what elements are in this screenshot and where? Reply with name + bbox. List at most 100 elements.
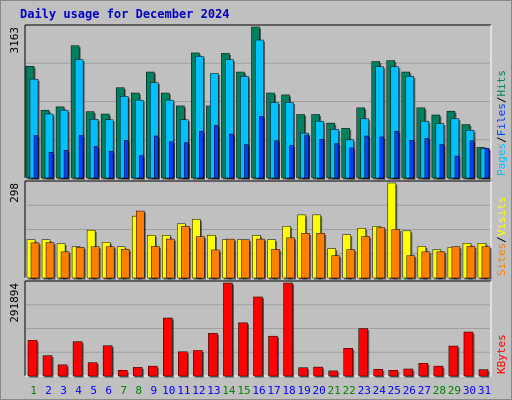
pages-bar bbox=[154, 135, 159, 179]
x-tick-label: 24 bbox=[373, 384, 387, 397]
sites-bar bbox=[105, 246, 115, 279]
sites-bar bbox=[30, 242, 40, 279]
pages-bar bbox=[469, 140, 475, 179]
x-tick-label: 4 bbox=[75, 384, 82, 397]
kbytes-bar bbox=[343, 348, 353, 377]
pages-bar bbox=[169, 141, 174, 179]
legend-entry: Pages bbox=[495, 143, 508, 176]
pages-bar bbox=[319, 139, 324, 179]
sites-bar bbox=[75, 247, 85, 279]
kbytes-bar bbox=[87, 362, 98, 377]
kbytes-bar bbox=[478, 369, 489, 377]
x-tick-label: 20 bbox=[313, 384, 326, 397]
x-tick-label: 19 bbox=[297, 384, 310, 397]
kbytes-bar bbox=[448, 345, 459, 377]
kbytes-bar bbox=[208, 333, 218, 377]
sites-bar bbox=[346, 249, 355, 279]
legend: KBytes bbox=[495, 334, 508, 374]
pages-bar bbox=[78, 135, 84, 179]
kbytes-bar bbox=[117, 370, 128, 377]
pages-bar bbox=[93, 146, 99, 179]
kbytes-bar bbox=[313, 366, 323, 377]
sites-bar bbox=[90, 246, 100, 279]
sites-bar bbox=[60, 251, 70, 279]
x-tick-label: 1 bbox=[30, 384, 37, 397]
sites-bar bbox=[181, 226, 190, 279]
pages-bar bbox=[379, 136, 384, 179]
pages-bar bbox=[48, 151, 54, 179]
sites-bar bbox=[376, 227, 385, 279]
x-tick-label: 6 bbox=[105, 384, 112, 397]
kbytes-bar bbox=[102, 345, 113, 377]
x-tick-label: 13 bbox=[207, 384, 220, 397]
kbytes-bar bbox=[253, 296, 263, 377]
x-tick-label: 26 bbox=[403, 384, 416, 397]
pages-bar bbox=[184, 142, 189, 179]
kbytes-bar bbox=[27, 340, 38, 377]
kbytes-bar bbox=[72, 341, 83, 377]
pages-bar bbox=[304, 134, 309, 179]
kbytes-bar bbox=[433, 365, 444, 377]
x-tick-label: 9 bbox=[150, 384, 157, 397]
x-tick-label: 11 bbox=[177, 384, 190, 397]
x-tick-label: 12 bbox=[192, 384, 205, 397]
kbytes-bar bbox=[358, 328, 368, 377]
y-max-label: 298 bbox=[8, 183, 21, 203]
sites-bar bbox=[196, 236, 205, 279]
sites-bar bbox=[316, 233, 325, 279]
x-tick-label: 16 bbox=[252, 384, 265, 397]
sites-bar bbox=[481, 246, 491, 279]
legend-entry: Visits bbox=[495, 197, 508, 237]
sites-bar bbox=[451, 246, 461, 279]
kbytes-bar bbox=[163, 317, 173, 377]
x-tick-label: 17 bbox=[267, 384, 280, 397]
sites-bar bbox=[135, 210, 145, 279]
legend-entry: / bbox=[495, 97, 508, 104]
kbytes-bar bbox=[328, 370, 338, 377]
kbytes-bar bbox=[268, 335, 278, 377]
kbytes-bar bbox=[57, 364, 68, 377]
sites-bar bbox=[286, 237, 295, 279]
pages-bar bbox=[244, 144, 249, 179]
kbytes-bar bbox=[193, 350, 203, 377]
pages-bar bbox=[229, 133, 234, 179]
x-tick-label: 28 bbox=[433, 384, 446, 397]
kbytes-bar bbox=[403, 368, 414, 377]
x-tick-label: 3 bbox=[60, 384, 67, 397]
kbytes-bar bbox=[418, 363, 429, 377]
sites-bar bbox=[256, 238, 265, 279]
chart-title: Daily usage for December 2024 bbox=[20, 7, 230, 21]
x-tick-label: 15 bbox=[237, 384, 250, 397]
sites-bar bbox=[331, 255, 340, 279]
sites-bar bbox=[406, 255, 416, 279]
sites-bar bbox=[211, 249, 220, 279]
sites-bar bbox=[421, 251, 431, 279]
x-tick-label: 27 bbox=[418, 384, 431, 397]
pages-bar bbox=[138, 155, 144, 179]
kbytes-bar bbox=[238, 322, 248, 377]
y-max-label: 3163 bbox=[8, 27, 21, 54]
kbytes-bar bbox=[178, 351, 188, 377]
x-tick-label: 22 bbox=[343, 384, 356, 397]
kbytes-bar bbox=[42, 355, 53, 377]
y-max-label: 291894 bbox=[8, 283, 21, 323]
pages-bar bbox=[33, 135, 39, 179]
pages-bar bbox=[214, 125, 219, 179]
legend-entry: Files bbox=[495, 103, 508, 136]
x-tick-label: 8 bbox=[135, 384, 142, 397]
pages-bar bbox=[454, 155, 460, 179]
sites-bar bbox=[166, 238, 175, 279]
x-tick-label: 21 bbox=[328, 384, 341, 397]
kbytes-bar bbox=[283, 282, 293, 377]
sites-bar bbox=[151, 246, 160, 279]
sites-bar bbox=[466, 246, 476, 279]
pages-bar bbox=[334, 143, 339, 179]
pages-bar bbox=[484, 148, 490, 179]
x-tick-label: 23 bbox=[358, 384, 371, 397]
sites-bar bbox=[391, 229, 401, 279]
legend-entry: KBytes bbox=[495, 334, 508, 374]
pages-bar bbox=[289, 145, 294, 179]
sites-bar bbox=[226, 238, 235, 279]
kbytes-bar bbox=[373, 369, 383, 377]
